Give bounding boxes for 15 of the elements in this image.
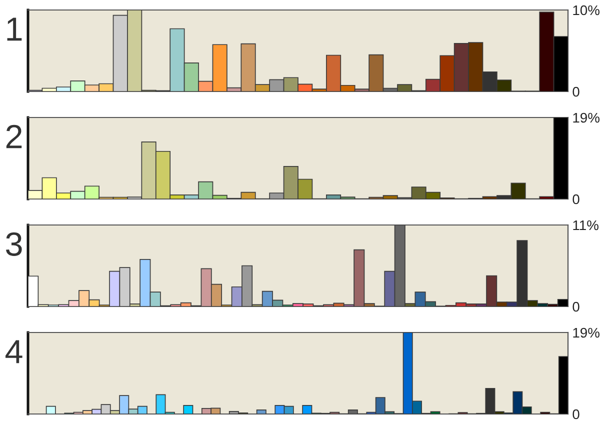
chart-title: 4 (5, 340, 22, 364)
y-tick-label: 11% (573, 220, 598, 230)
chart-title: 3 (6, 232, 22, 256)
chart-title: 2 (6, 124, 22, 148)
y-tick-label: 19% (573, 112, 600, 123)
chart-title: 1 (7, 18, 22, 41)
y-tick-label: 0 (572, 86, 580, 97)
y-tick-label: 0 (572, 409, 580, 420)
bar (183, 405, 194, 414)
y-tick-label: 19% (573, 328, 600, 338)
y-tick-label: 0 (572, 194, 580, 204)
y-tick-label: 0 (572, 302, 580, 312)
bar (46, 406, 56, 414)
bar (256, 410, 266, 414)
y-tick-label: 10% (573, 5, 600, 16)
